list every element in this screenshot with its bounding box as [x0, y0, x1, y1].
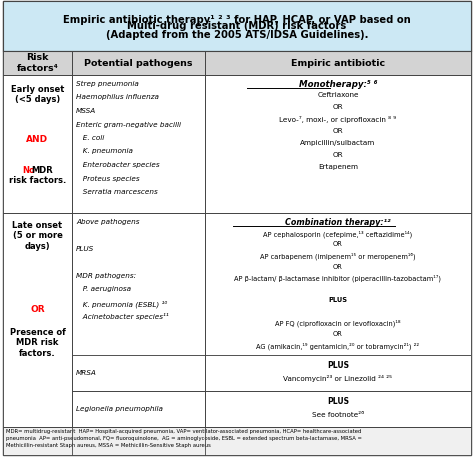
- Text: risk factors.: risk factors.: [9, 176, 66, 185]
- Text: E. coli: E. coli: [76, 135, 104, 141]
- Text: Enteric gram-negative bacilli: Enteric gram-negative bacilli: [76, 121, 181, 128]
- Text: PLUS: PLUS: [327, 398, 349, 407]
- Text: AG (amikacin,¹⁹ gentamicin,²⁰ or tobramycin²¹) ²²: AG (amikacin,¹⁹ gentamicin,²⁰ or tobramy…: [256, 342, 419, 349]
- Text: AP cephalosporin (cefepime,¹³ ceftazidime¹⁴): AP cephalosporin (cefepime,¹³ ceftazidim…: [264, 230, 413, 238]
- Text: MRSA: MRSA: [76, 370, 97, 376]
- Bar: [72, 213, 205, 355]
- Text: OR: OR: [333, 241, 343, 247]
- Text: K. pneumonia (ESBL) ¹⁰: K. pneumonia (ESBL) ¹⁰: [76, 300, 167, 307]
- Bar: [72, 391, 205, 427]
- Text: OR: OR: [333, 264, 343, 270]
- Bar: [205, 355, 471, 391]
- Text: MSSA: MSSA: [76, 108, 96, 114]
- Text: Above pathogens: Above pathogens: [76, 219, 139, 225]
- Text: OR: OR: [30, 305, 45, 315]
- Bar: [3, 75, 72, 213]
- Text: MDR: MDR: [32, 166, 54, 175]
- Text: Empiric antibiotic therapy¹ ² ³ for HAP, HCAP, or VAP based on: Empiric antibiotic therapy¹ ² ³ for HAP,…: [63, 15, 411, 25]
- Text: OR: OR: [333, 104, 343, 110]
- Bar: [205, 213, 471, 355]
- Text: Multi-drug resistant (MDR) risk factors: Multi-drug resistant (MDR) risk factors: [128, 21, 346, 31]
- Text: Serratia marcescens: Serratia marcescens: [76, 189, 158, 195]
- Text: No: No: [22, 166, 35, 175]
- Text: Monotherapy:⁵ ⁶: Monotherapy:⁵ ⁶: [299, 80, 377, 89]
- Bar: [3, 51, 72, 75]
- Text: Vancomycin²³ or Linezolid ²⁴ ²⁵: Vancomycin²³ or Linezolid ²⁴ ²⁵: [283, 376, 392, 382]
- Text: PLUS: PLUS: [328, 297, 347, 303]
- Bar: [205, 75, 471, 213]
- Bar: [205, 391, 471, 427]
- Bar: [3, 1, 471, 51]
- Bar: [72, 75, 205, 213]
- Text: MDR pathogens:: MDR pathogens:: [76, 273, 136, 279]
- Text: Combination therapy:¹²: Combination therapy:¹²: [285, 218, 391, 227]
- Text: Presence of
MDR risk
factors.: Presence of MDR risk factors.: [9, 328, 65, 358]
- Text: Risk
factors⁴: Risk factors⁴: [17, 53, 58, 73]
- Text: OR: OR: [333, 331, 343, 337]
- Text: See footnote²⁶: See footnote²⁶: [312, 412, 364, 418]
- Bar: [3, 427, 471, 455]
- Text: Acinetobacter species¹¹: Acinetobacter species¹¹: [76, 313, 169, 321]
- Text: AP FQ (ciprofloxacin or levofloxacin)¹⁸: AP FQ (ciprofloxacin or levofloxacin)¹⁸: [275, 320, 401, 327]
- Text: Potential pathogens: Potential pathogens: [84, 59, 193, 67]
- Bar: [72, 51, 205, 75]
- Text: AP β-lactam/ β-lactamase inhibitor (piperacillin-tazobactam¹⁷): AP β-lactam/ β-lactamase inhibitor (pipe…: [235, 275, 441, 282]
- Text: Levo-⁷, moxi-, or ciprofloxacin ⁸ ⁹: Levo-⁷, moxi-, or ciprofloxacin ⁸ ⁹: [280, 116, 397, 123]
- Text: AND: AND: [27, 136, 48, 145]
- Text: Ceftriaxone: Ceftriaxone: [317, 92, 359, 98]
- Text: K. pneumonia: K. pneumonia: [76, 148, 133, 154]
- Text: Strep pneumonia: Strep pneumonia: [76, 81, 139, 87]
- Text: OR: OR: [333, 152, 343, 158]
- Text: PLUS: PLUS: [76, 246, 94, 252]
- Text: Legionella pneumophila: Legionella pneumophila: [76, 406, 163, 412]
- Text: Ampicillin/sulbactam: Ampicillin/sulbactam: [301, 140, 375, 146]
- Text: Empiric antibiotic: Empiric antibiotic: [291, 59, 385, 67]
- Text: AP carbapenem (imipenem¹⁵ or meropenem¹⁶): AP carbapenem (imipenem¹⁵ or meropenem¹⁶…: [260, 252, 416, 260]
- Text: Late onset
(5 or more
days): Late onset (5 or more days): [12, 221, 63, 251]
- Text: PLUS: PLUS: [327, 361, 349, 371]
- Text: Ertapenem: Ertapenem: [318, 164, 358, 170]
- Bar: [72, 355, 205, 391]
- Text: OR: OR: [333, 128, 343, 134]
- Text: Early onset
(<5 days): Early onset (<5 days): [11, 85, 64, 104]
- Text: MDR= multidrug-resistant  HAP= Hospital-acquired pneumonia, VAP= ventilator-asso: MDR= multidrug-resistant HAP= Hospital-a…: [6, 429, 362, 448]
- Bar: [3, 213, 72, 427]
- Text: (Adapted from the 2005 ATS/IDSA Guidelines).: (Adapted from the 2005 ATS/IDSA Guidelin…: [106, 30, 368, 40]
- Text: Haemophilus influenza: Haemophilus influenza: [76, 94, 159, 100]
- Bar: [205, 51, 471, 75]
- Text: Proteus species: Proteus species: [76, 175, 140, 182]
- Text: Enterobacter species: Enterobacter species: [76, 162, 160, 168]
- Text: P. aeruginosa: P. aeruginosa: [76, 287, 131, 293]
